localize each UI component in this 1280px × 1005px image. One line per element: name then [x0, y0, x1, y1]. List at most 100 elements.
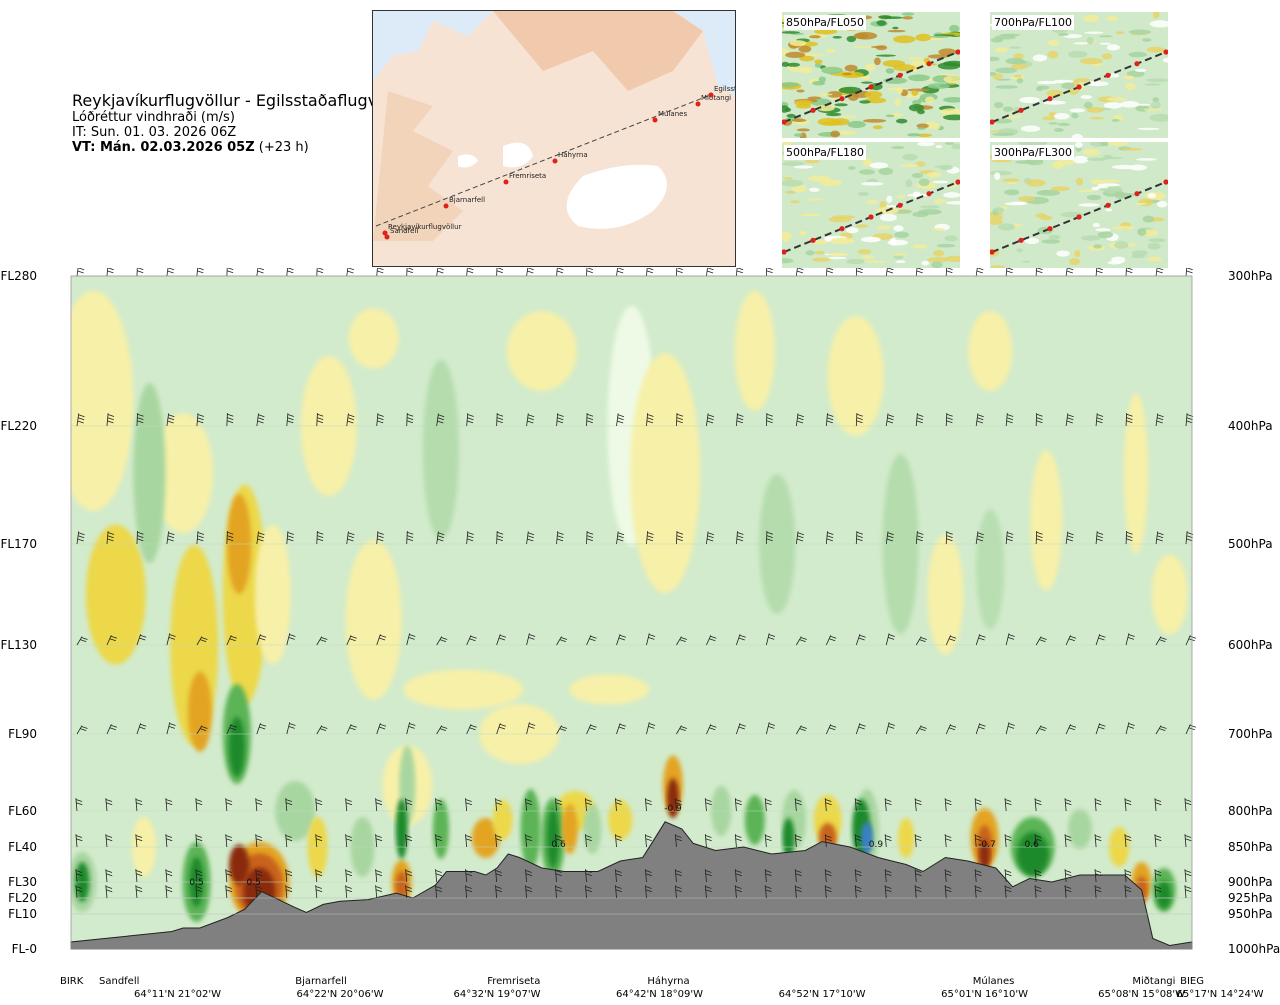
mini-map-field	[1114, 191, 1126, 199]
wind-barb-feather	[676, 268, 683, 270]
wind-barb-feather	[345, 835, 352, 838]
wind-barb-feather	[137, 538, 144, 542]
wind-barb-feather	[915, 873, 922, 877]
mini-map-field	[1095, 228, 1111, 232]
wind-barb-feather	[407, 413, 414, 417]
wind-barb-feather	[705, 838, 712, 842]
wind-barb	[196, 268, 198, 277]
wind-barb-feather	[377, 414, 384, 417]
mini-map-field	[990, 215, 1003, 221]
wind-barb-feather	[465, 870, 472, 873]
wind-barb-feather	[105, 886, 113, 889]
wind-barb-feather	[348, 532, 355, 536]
wind-barb	[646, 413, 648, 427]
wind-barb	[734, 834, 737, 848]
wind-barb-feather	[977, 535, 984, 539]
wind-barb-feather	[196, 802, 203, 806]
wind-barb-feather	[259, 723, 267, 727]
wind-barb	[1155, 636, 1162, 646]
wind-barb-feather	[827, 414, 834, 417]
mini-map-field	[1046, 89, 1064, 97]
downdraft-region	[520, 789, 541, 869]
wind-barb-feather	[855, 799, 862, 802]
wind-barb-feather	[135, 886, 143, 889]
wind-barb-feather	[139, 726, 146, 730]
wind-barb-feather	[1066, 420, 1073, 424]
wind-barb	[975, 268, 978, 277]
wind-barb	[76, 725, 83, 735]
wind-barb-feather	[735, 870, 742, 873]
wind-barb	[195, 869, 198, 883]
wind-barb-feather	[167, 420, 174, 424]
wind-barb	[315, 834, 318, 848]
downdraft-region	[422, 359, 459, 540]
wind-barb-feather	[765, 799, 772, 802]
wind-barb-feather	[800, 637, 807, 640]
wind-barb	[795, 531, 799, 545]
mini-map-field	[1136, 103, 1151, 106]
wind-barb-feather	[680, 726, 688, 729]
wind-barb-feather	[196, 889, 203, 893]
mini-map-field	[1136, 158, 1157, 161]
wind-barb	[76, 636, 83, 646]
contour-label: -0.9	[664, 804, 682, 814]
mini-map-850-label: 850hPa/FL050	[784, 15, 867, 30]
downdraft-region	[976, 509, 1005, 630]
mini-map-field	[866, 200, 879, 204]
wind-barb-feather	[166, 802, 173, 806]
wind-barb-feather	[705, 886, 712, 889]
mini-map-field	[1080, 57, 1103, 65]
wind-barb-feather	[1064, 886, 1072, 889]
wind-barb	[585, 869, 587, 883]
mini-route-point	[990, 249, 995, 255]
wind-barb-feather	[1034, 886, 1042, 889]
wind-barb	[795, 268, 798, 277]
wind-barb-feather	[977, 417, 984, 421]
wind-barb	[676, 530, 678, 545]
wind-barb-feather	[285, 802, 293, 806]
mini-route-point	[1105, 202, 1111, 208]
wind-barb-feather	[255, 870, 262, 873]
mini-map-field	[1054, 159, 1076, 166]
wind-barb	[1154, 834, 1157, 848]
wind-barb-feather	[349, 638, 356, 642]
wind-barb	[136, 530, 138, 545]
wind-barb	[824, 798, 827, 812]
mini-map-field	[943, 75, 960, 83]
wind-barb-feather	[855, 838, 862, 842]
mini-map-field	[884, 16, 903, 19]
wind-barb	[165, 885, 168, 899]
wind-barb-feather	[137, 417, 144, 420]
mini-map-field	[1099, 42, 1111, 45]
mini-map-field	[787, 62, 800, 67]
wind-barb-feather	[946, 535, 953, 538]
mini-map-field	[1147, 256, 1163, 262]
wind-barb-feather	[559, 639, 566, 642]
wind-barb-feather	[197, 535, 204, 539]
mini-map-field	[1137, 127, 1160, 131]
wind-barb	[676, 412, 678, 427]
mini-map-field	[1035, 213, 1047, 219]
wind-barb-feather	[648, 726, 655, 729]
wind-barb-feather	[405, 802, 413, 806]
wind-barb	[226, 635, 232, 646]
wind-barb	[75, 869, 78, 883]
wind-barb-feather	[317, 413, 324, 417]
wind-barb-feather	[107, 417, 114, 421]
wind-barb	[436, 725, 443, 735]
wind-barb-feather	[466, 420, 474, 424]
mini-map-field	[794, 99, 813, 106]
wind-barb-feather	[498, 637, 506, 641]
wind-barb	[1125, 268, 1127, 277]
wind-barb-feather	[915, 889, 922, 893]
wind-barb	[944, 834, 947, 848]
wind-barb-feather	[136, 889, 143, 893]
wind-barb	[855, 268, 858, 277]
mini-map-field	[912, 100, 922, 105]
wind-barb	[734, 869, 737, 883]
mini-map-field	[1025, 179, 1046, 187]
wind-barb-feather	[465, 873, 473, 877]
wind-barb	[704, 885, 707, 899]
mini-map-field	[782, 258, 794, 264]
wind-barb	[944, 885, 947, 899]
